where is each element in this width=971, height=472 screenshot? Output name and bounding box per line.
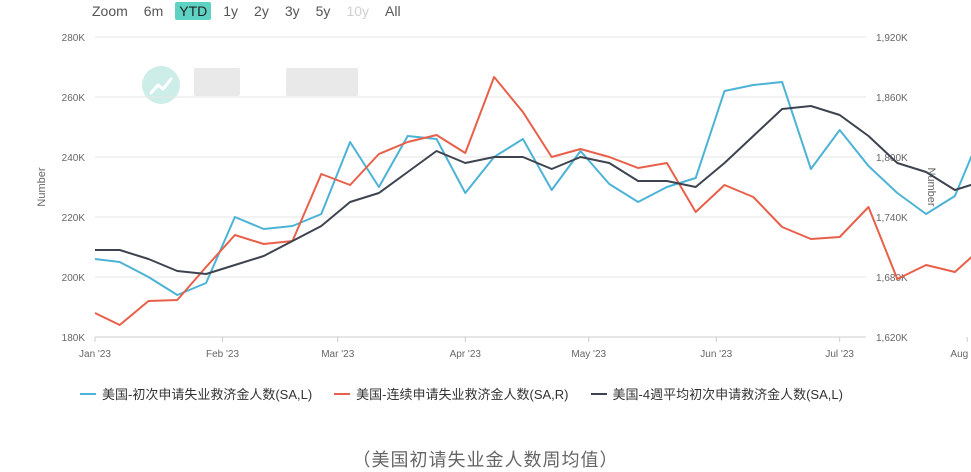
zoom-button-3y[interactable]: 3y — [284, 3, 300, 19]
line-chart-icon — [149, 77, 173, 95]
legend-swatch — [80, 392, 96, 395]
zoom-label: Zoom — [92, 3, 128, 19]
x-tick-label: May '23 — [571, 349, 606, 360]
zoom-button-all[interactable]: All — [385, 3, 401, 19]
y-left-tick-label: 280K — [62, 33, 86, 44]
legend-item-four-week-average[interactable]: 美国-4週平均初次申请救济金人数(SA,L) — [590, 384, 843, 403]
y-right-tick-label: 1,740K — [876, 213, 908, 224]
range-selector: Zoom 6m YTD 1y 2y 3y 5y 10y All — [92, 2, 413, 20]
zoom-button-2y[interactable]: 2y — [254, 3, 269, 19]
zoom-button-6m[interactable]: 6m — [143, 3, 164, 19]
x-tick-label: Mar '23 — [321, 349, 354, 360]
y-right-tick-label: 1,620K — [876, 333, 908, 344]
y-right-tick-label: 1,680K — [876, 273, 908, 284]
blurred-watermark-text — [286, 68, 358, 96]
chart-caption: （美国初请失业金人数周均值） — [352, 450, 619, 470]
y-left-tick-label: 180K — [62, 333, 86, 344]
y-left-tick-label: 200K — [62, 273, 86, 284]
y-right-tick-label: 1,920K — [876, 33, 908, 44]
legend-item-continuing-claims[interactable]: 美国-连续申请失业救济金人数(SA,R) — [334, 384, 569, 403]
legend-label: 美国-4週平均初次申请救济金人数(SA,L) — [612, 387, 843, 402]
y-right-tick-label: 1,860K — [876, 93, 908, 104]
x-tick-label: Jan '23 — [79, 349, 111, 360]
x-tick-label: Jul '23 — [825, 349, 854, 360]
series-line-continuing-claims — [94, 76, 971, 326]
legend: 美国-初次申请失业救济金人数(SA,L) 美国-连续申请失业救济金人数(SA,R… — [80, 384, 865, 403]
x-tick-label: Jun '23 — [700, 349, 732, 360]
legend-swatch — [590, 392, 607, 395]
legend-label: 美国-连续申请失业救济金人数(SA,R) — [356, 387, 569, 402]
zoom-button-10y: 10y — [346, 3, 370, 19]
zoom-button-1y[interactable]: 1y — [223, 3, 239, 19]
brand-logo-watermark — [142, 66, 180, 104]
series-line-four-week-average — [95, 105, 971, 275]
legend-label: 美国-初次申请失业救济金人数(SA,L) — [102, 387, 313, 402]
x-tick-label: Aug '23 — [950, 349, 971, 360]
legend-swatch — [334, 392, 351, 395]
y-left-tick-label: 260K — [62, 93, 86, 104]
x-tick-label: Apr '23 — [450, 349, 482, 360]
x-tick-label: Feb '23 — [206, 349, 239, 360]
y-left-axis-label: Number — [36, 167, 48, 206]
y-left-tick-label: 220K — [62, 213, 86, 224]
y-left-tick-label: 240K — [62, 153, 86, 164]
zoom-button-ytd[interactable]: YTD — [175, 2, 212, 20]
zoom-button-5y[interactable]: 5y — [315, 3, 331, 19]
series-line-initial-claims — [94, 81, 971, 296]
blurred-watermark-text — [194, 68, 240, 96]
legend-item-initial-claims[interactable]: 美国-初次申请失业救济金人数(SA,L) — [80, 384, 312, 403]
